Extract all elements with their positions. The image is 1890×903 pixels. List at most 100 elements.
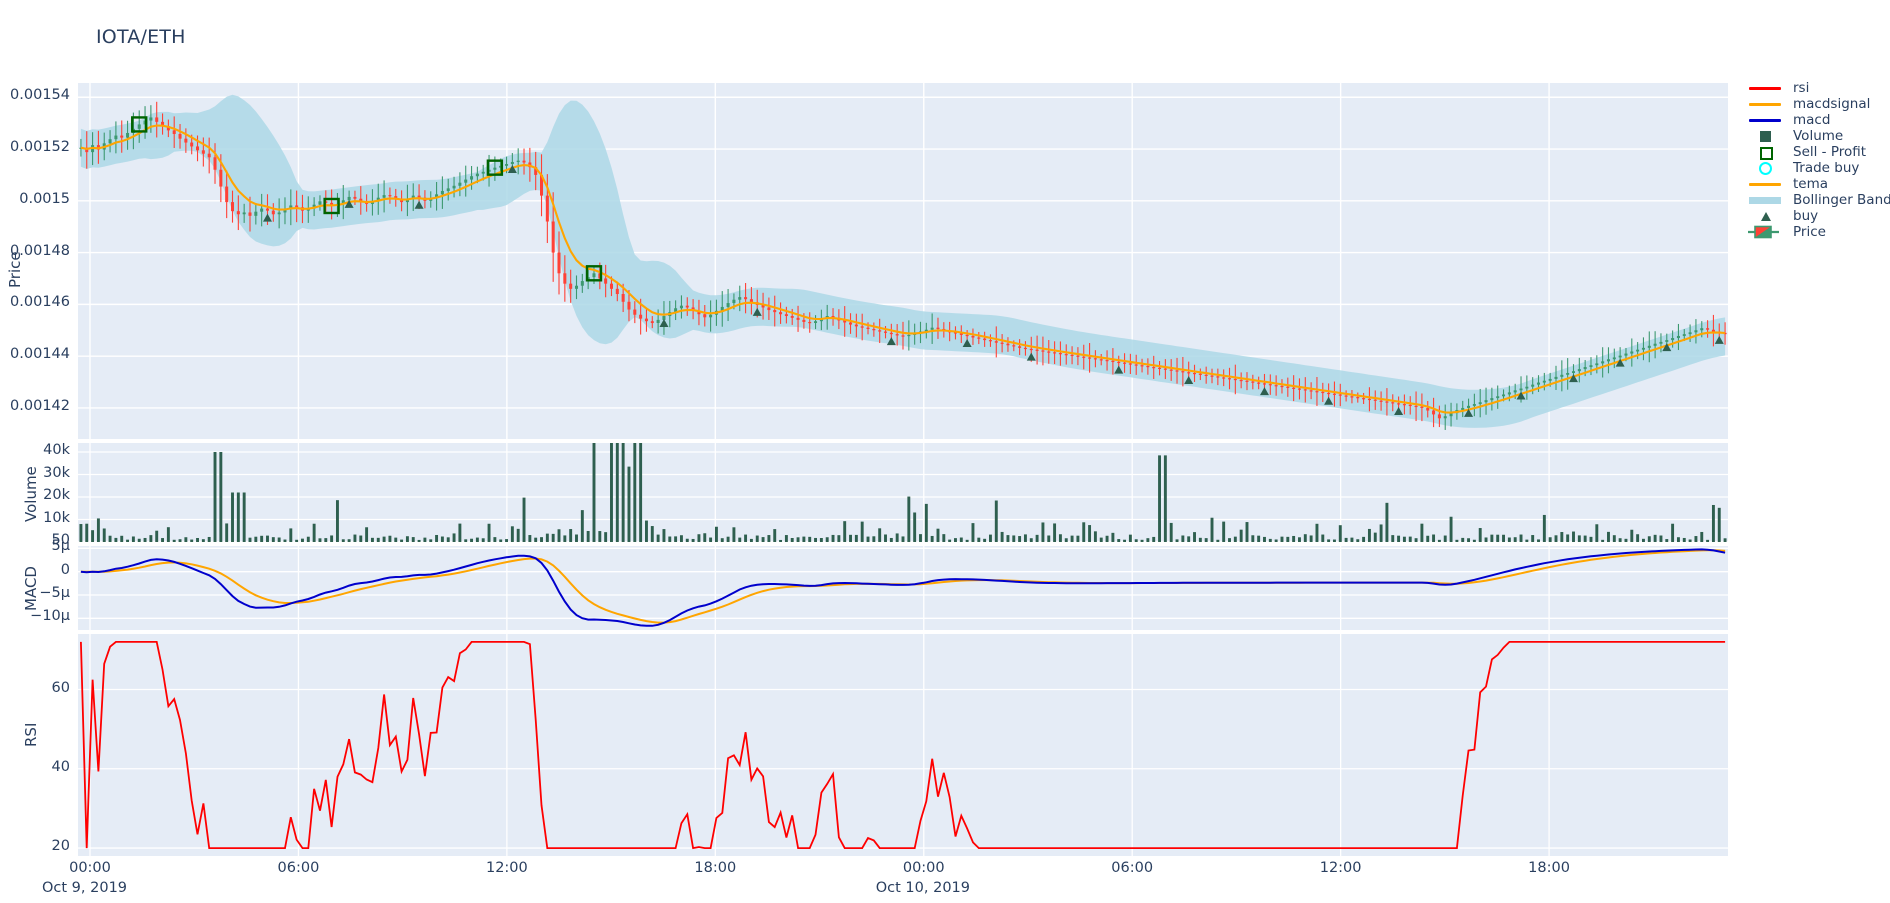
candle xyxy=(155,117,159,122)
candle xyxy=(796,317,800,320)
candle xyxy=(1251,381,1255,383)
volume-bar xyxy=(1193,532,1196,542)
price-ytick-6: 0.00142 xyxy=(10,397,70,414)
x-tick-4: 00:00 xyxy=(902,860,945,876)
candle xyxy=(271,210,275,215)
legend-line-swatch xyxy=(1749,183,1781,186)
candle xyxy=(983,338,987,341)
volume-bar xyxy=(353,534,357,542)
legend-label: Sell - Profit xyxy=(1793,144,1867,160)
candle xyxy=(1502,394,1506,397)
candle xyxy=(1385,401,1389,403)
candle xyxy=(901,335,905,337)
volume-bar xyxy=(96,518,100,542)
volume-bar xyxy=(1035,534,1039,542)
candle xyxy=(540,174,544,196)
legend-item-tema[interactable]: tema xyxy=(1745,176,1890,192)
candle xyxy=(936,327,940,329)
volume-bar xyxy=(306,536,310,542)
volume-bar xyxy=(1245,522,1249,542)
volume-bar xyxy=(1636,534,1640,542)
volume-bar xyxy=(1566,534,1570,542)
candle xyxy=(435,194,439,199)
volume-bar xyxy=(1332,539,1336,542)
legend-item-bollinger-band[interactable]: Bollinger Band xyxy=(1745,192,1890,208)
candle xyxy=(1624,353,1628,356)
candle xyxy=(1123,362,1127,364)
volume-bar xyxy=(965,539,969,542)
legend-circle-icon xyxy=(1759,162,1772,175)
volume-bar xyxy=(254,536,258,542)
volume-bar xyxy=(627,466,631,542)
volume-bar xyxy=(901,536,905,542)
candle xyxy=(1507,392,1511,395)
candle xyxy=(1525,386,1529,389)
volume-bar xyxy=(761,537,765,542)
volume-bar xyxy=(1099,537,1103,542)
candle xyxy=(1152,367,1156,369)
legend-item-price[interactable]: Price xyxy=(1745,224,1890,240)
candle xyxy=(965,334,969,337)
candle xyxy=(1443,416,1447,419)
volume-bar xyxy=(1443,535,1447,542)
buy-marker xyxy=(1464,408,1474,417)
volume-bar xyxy=(854,534,858,542)
volume-bar xyxy=(656,534,660,542)
candle xyxy=(382,195,386,198)
volume-bar xyxy=(201,539,205,542)
candle xyxy=(190,142,194,147)
legend-item-macdsignal[interactable]: macdsignal xyxy=(1745,96,1890,112)
candle xyxy=(458,182,462,186)
candle xyxy=(248,212,252,216)
volume-bar xyxy=(1659,535,1663,542)
candle xyxy=(1490,398,1494,401)
legend-item-trade-buy[interactable]: Trade buy xyxy=(1745,160,1890,176)
buy-marker xyxy=(1615,358,1625,367)
volume-bar xyxy=(1216,539,1220,542)
volume-bar xyxy=(604,532,608,542)
volume-bar xyxy=(417,539,421,542)
volume-bar xyxy=(1029,538,1033,542)
legend-item-sell-profit[interactable]: Sell - Profit xyxy=(1745,144,1890,160)
volume-bar xyxy=(1542,514,1546,542)
candle xyxy=(1187,372,1191,374)
volume-bar xyxy=(1356,539,1360,542)
volume-bar xyxy=(592,443,596,542)
volume-bar xyxy=(510,526,514,542)
plot-canvas xyxy=(78,546,1728,630)
volume-bar xyxy=(522,497,526,542)
macd-ytick-2: −5µ xyxy=(39,585,70,601)
legend-item-buy[interactable]: buy xyxy=(1745,208,1890,224)
candle xyxy=(1373,399,1377,401)
volume-bar xyxy=(370,537,374,542)
candle xyxy=(1432,410,1436,415)
macd-ytick-3: −10µ xyxy=(30,608,70,625)
candle xyxy=(895,334,899,336)
volume-bar xyxy=(1601,539,1605,542)
candle xyxy=(1338,394,1342,396)
price-ytick-5: 0.00144 xyxy=(10,346,70,363)
volume-bar xyxy=(1076,535,1080,542)
legend-item-macd[interactable]: macd xyxy=(1745,112,1890,128)
volume-bar xyxy=(1222,521,1226,542)
volume-bar xyxy=(674,536,678,542)
volume-bar xyxy=(924,503,928,542)
volume-bar xyxy=(1088,525,1092,542)
volume-bar xyxy=(954,538,957,542)
volume-bar xyxy=(1298,537,1301,542)
candle xyxy=(604,278,608,284)
volume-bar xyxy=(295,539,299,542)
candle xyxy=(551,221,555,253)
candle xyxy=(650,321,654,324)
legend-label: Volume xyxy=(1793,128,1844,144)
legend-line-swatch xyxy=(1749,103,1781,106)
candle xyxy=(609,283,613,289)
volume-bar xyxy=(732,527,736,542)
volume-bar xyxy=(1589,536,1593,542)
legend-item-volume[interactable]: Volume xyxy=(1745,128,1890,144)
legend-item-rsi[interactable]: rsi xyxy=(1745,80,1890,96)
candle xyxy=(1723,332,1727,335)
candle xyxy=(481,171,485,174)
candlestick-icon xyxy=(1748,225,1779,239)
candle xyxy=(814,321,818,324)
